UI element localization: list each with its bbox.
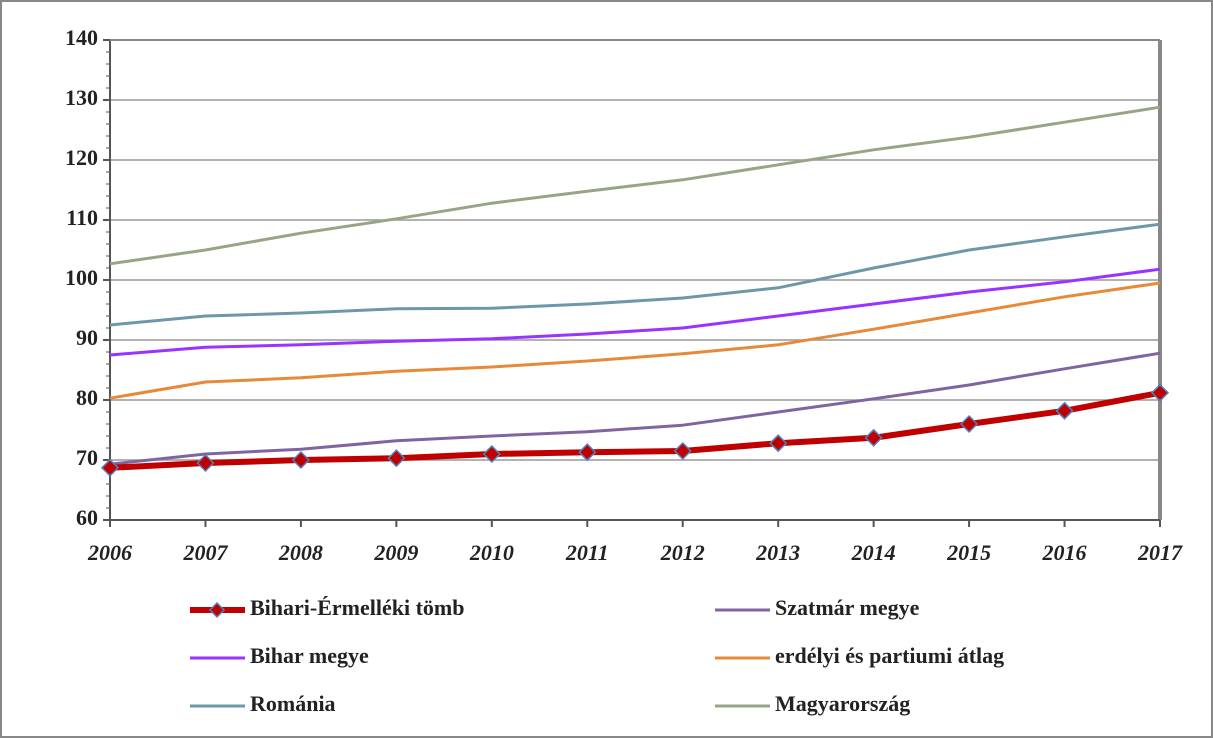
series-line [109, 351, 1161, 466]
marker [769, 434, 788, 453]
marker [291, 450, 310, 470]
marker [387, 449, 406, 468]
y-tick-label: 70 [76, 445, 98, 470]
y-tick-label: 130 [65, 85, 98, 110]
y-tick-label: 100 [65, 265, 98, 290]
legend-label: Magyarország [775, 691, 910, 716]
marker [1055, 401, 1074, 420]
y-tick-label: 140 [65, 25, 98, 50]
series-line [109, 389, 1161, 471]
x-tick-label: 2011 [565, 540, 609, 565]
marker [1150, 383, 1170, 402]
x-tick-label: 2014 [851, 540, 896, 565]
legend-label: Bihar megye [250, 643, 369, 668]
series-line [109, 267, 1161, 357]
x-tick-label: 2017 [1137, 540, 1183, 565]
y-tick-label: 60 [76, 505, 98, 530]
x-tick-label: 2010 [469, 540, 514, 565]
x-tick-label: 2008 [278, 540, 323, 565]
series-line [109, 222, 1161, 327]
y-tick-label: 120 [65, 145, 98, 170]
marker [864, 428, 883, 447]
legend-label: Szatmár megye [775, 595, 920, 620]
x-tick-label: 2015 [946, 540, 991, 565]
legend-marker [208, 601, 226, 619]
marker [100, 458, 120, 477]
legend-label: Románia [250, 691, 336, 716]
y-tick-label: 80 [76, 385, 98, 410]
series-line [109, 105, 1161, 266]
x-tick-label: 2007 [182, 540, 228, 565]
y-tick-label: 90 [76, 325, 98, 350]
marker [960, 414, 979, 434]
marker [482, 444, 501, 464]
legend-label: Bihari-Érmelléki tömb [250, 595, 464, 620]
x-tick-label: 2016 [1042, 540, 1087, 565]
x-tick-label: 2012 [660, 540, 705, 565]
series-line [109, 281, 1161, 400]
marker [196, 453, 215, 473]
x-tick-label: 2006 [87, 540, 132, 565]
x-tick-label: 2009 [373, 540, 418, 565]
marker [673, 441, 692, 461]
x-tick-label: 2013 [755, 540, 800, 565]
y-tick-label: 110 [66, 205, 98, 230]
legend-label: erdélyi és partiumi átlag [775, 643, 1004, 668]
marker [578, 443, 597, 462]
